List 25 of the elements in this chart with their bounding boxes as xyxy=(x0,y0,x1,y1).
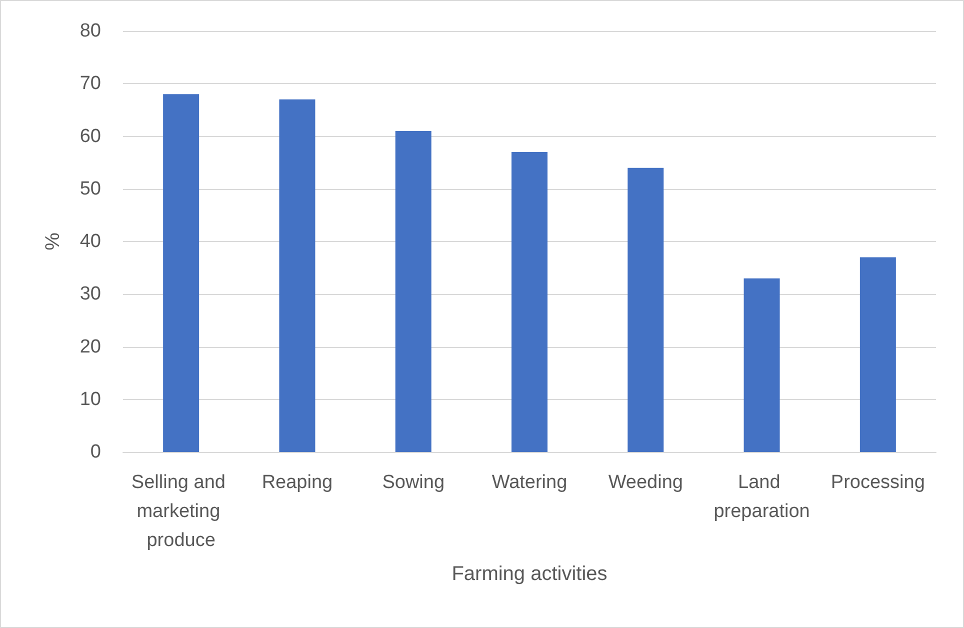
bar xyxy=(860,257,896,452)
y-tick-label: 60 xyxy=(80,126,101,147)
y-tick-label: 20 xyxy=(80,336,101,358)
x-tick-label: Selling and marketing produce xyxy=(131,472,231,551)
x-tick-label: Sowing xyxy=(382,472,445,493)
bar xyxy=(163,94,200,452)
x-tick-label: Reaping xyxy=(262,472,333,493)
y-tick-label: 50 xyxy=(80,178,101,200)
y-tick-label: 70 xyxy=(80,73,101,94)
x-tick-label: Processing xyxy=(830,472,925,493)
bar xyxy=(279,99,316,452)
y-tick-label: 0 xyxy=(90,442,101,462)
x-tick-label: Watering xyxy=(492,472,568,493)
bar xyxy=(512,152,548,452)
x-tick-label: Weeding xyxy=(608,472,683,493)
y-axis-title: % xyxy=(42,232,64,250)
bar xyxy=(628,168,664,452)
x-tick-label: Land preparation xyxy=(714,472,810,522)
x-axis-title: Farming activities xyxy=(452,563,608,585)
y-tick-label: 30 xyxy=(80,284,101,305)
y-tick-label: 80 xyxy=(80,20,101,42)
y-tick-label: 40 xyxy=(80,231,101,252)
bar xyxy=(395,130,432,452)
bar xyxy=(744,278,780,452)
y-tick-label: 10 xyxy=(80,388,101,410)
